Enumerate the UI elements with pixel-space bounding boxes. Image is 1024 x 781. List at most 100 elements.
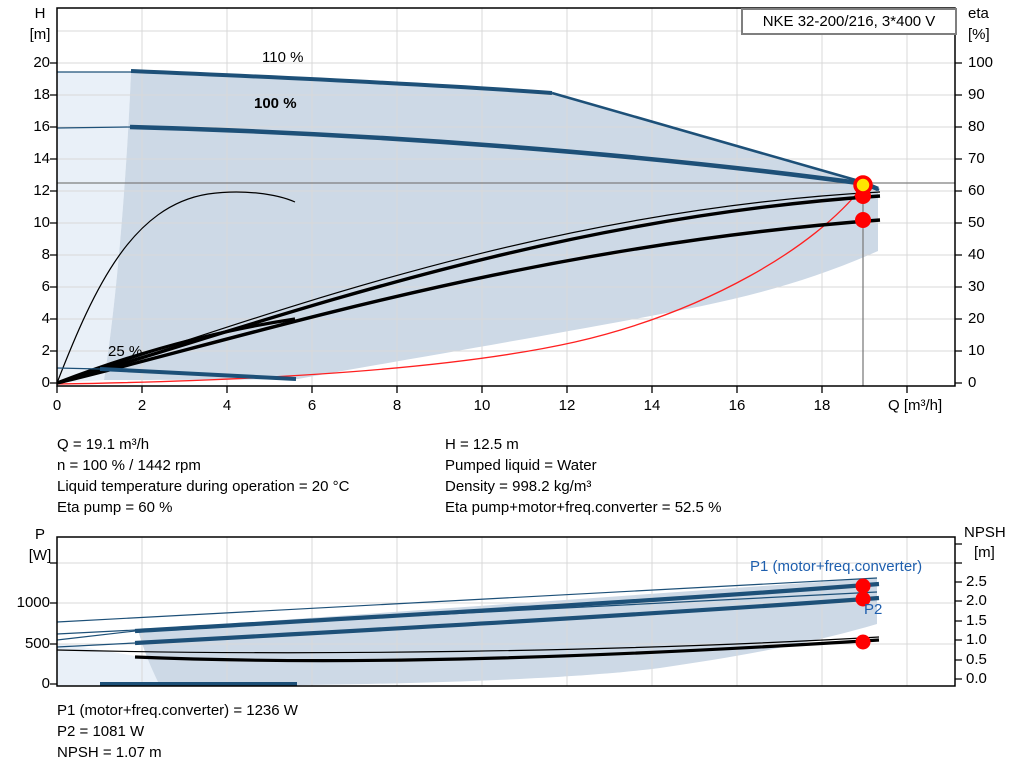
npsh-curve — [134, 638, 880, 663]
p1-curve-100 — [134, 581, 880, 634]
eta-axis-tick-label: 70 — [968, 150, 985, 167]
q-axis-tick-label: 0 — [52, 397, 62, 414]
npsh-axis-tick-label: 2.5 — [966, 573, 987, 590]
operating-range-light-fill — [57, 72, 131, 383]
speed-label-100: 100 % — [254, 95, 297, 112]
eta-axis-tick-label: 10 — [968, 342, 985, 359]
npsh-axis-tick-label: 2.0 — [966, 592, 987, 610]
info-p1: P1 (motor+freq.converter) = 1236 W — [57, 702, 298, 719]
system-curve — [56, 185, 864, 385]
p2-curve-100-min-flow — [56, 642, 136, 648]
q-axis-tick-label: 14 — [643, 397, 661, 414]
p1-curve-label: P1 (motor+freq.converter) — [750, 558, 923, 575]
power-envelope-fill — [138, 578, 877, 686]
info-pumped-liquid: Pumped liquid = Water — [445, 457, 597, 474]
h-axis-unit: [m] — [29, 26, 51, 43]
q-axis-tick-label: 4 — [222, 397, 232, 414]
npsh-axis-tick-label: 0.5 — [966, 650, 987, 668]
h-axis-tick-label: 12 — [33, 182, 50, 199]
h-axis-tick-label: 4 — [41, 310, 50, 327]
h-axis-tick-label: 2 — [41, 342, 50, 359]
q-axis-tick-label: 8 — [392, 397, 402, 414]
p-axis-unit: [W] — [28, 547, 52, 564]
eta-total-curve-25 — [56, 317, 296, 385]
eta-axis-title: eta — [968, 5, 989, 22]
npsh-curve-thin — [56, 636, 880, 654]
npsh-axis-tick-label: 1.0 — [966, 631, 987, 649]
eta-pump-curve-25 — [56, 191, 296, 384]
h-axis-tick-label: 18 — [33, 86, 50, 103]
h-axis-tick-label: 14 — [33, 150, 50, 167]
speed-label-25: 25 % — [108, 343, 143, 360]
h-axis-tick-label: 8 — [41, 246, 50, 263]
npsh-axis-tick-label: 0.0 — [966, 670, 987, 687]
eta-axis-tick-label: 30 — [968, 278, 985, 295]
duty-point-marker — [853, 175, 873, 195]
top-chart-plot-area — [50, 7, 962, 393]
bottom-axis-ticks — [50, 543, 962, 685]
eta-axis-tick-label: 60 — [968, 182, 985, 199]
eta-total-duty-marker — [855, 212, 871, 228]
bottom-chart-plot-area — [50, 536, 962, 687]
npsh-axis-tick-label: 1.5 — [966, 611, 987, 629]
bottom-chart-frame — [56, 536, 956, 687]
speed-label-110: 110 % — [262, 49, 304, 66]
p2-curve-100 — [134, 595, 880, 646]
q-axis-tick-label: 18 — [813, 397, 831, 414]
p1-curve-100-min-flow — [56, 630, 136, 641]
eta-axis-tick-label: 90 — [968, 86, 985, 103]
top-chart-frame — [56, 7, 956, 387]
p2-duty-marker — [855, 591, 871, 607]
eta-axis-unit: [%] — [968, 26, 990, 43]
operating-envelope-fill — [104, 71, 878, 380]
info-eta-pump: Eta pump = 60 % — [57, 499, 173, 516]
p-axis-title: P — [34, 526, 45, 543]
p1-duty-marker — [855, 578, 871, 594]
qh-curve-25 — [99, 367, 297, 381]
h-axis-title: H — [34, 5, 46, 22]
h-axis-tick-label: 10 — [33, 214, 50, 231]
qh-curve-25-min-flow — [56, 367, 101, 370]
q-axis-tick-label: 6 — [307, 397, 317, 414]
eta-axis-tick-label: 20 — [968, 310, 985, 327]
q-axis-title: Q [m³/h] — [888, 397, 943, 414]
eta-pump-curve — [56, 194, 881, 385]
info-liquid-temp: Liquid temperature during operation = 20… — [57, 478, 350, 495]
eta-axis-tick-label: 100 — [968, 54, 994, 71]
info-p2: P2 = 1081 W — [57, 723, 145, 740]
info-density: Density = 998.2 kg/m³ — [445, 478, 592, 495]
q-axis-tick-label: 10 — [473, 397, 491, 414]
p-axis-tick-label: 1000 — [16, 594, 50, 611]
top-axis-ticks — [50, 62, 962, 393]
eta-total-curve — [56, 218, 881, 385]
p1-curve-110 — [56, 577, 878, 623]
info-speed: n = 100 % / 1442 rpm — [57, 457, 201, 474]
h-axis-tick-label: 16 — [33, 118, 50, 135]
info-eta-total: Eta pump+motor+freq.converter = 52.5 % — [445, 499, 722, 516]
info-h: H = 12.5 m — [445, 436, 519, 453]
q-axis-tick-label: 16 — [728, 397, 746, 414]
q-axis-tick-label: 2 — [137, 397, 147, 414]
npsh-duty-marker — [855, 634, 871, 650]
info-q: Q = 19.1 m³/h — [57, 436, 150, 453]
pump-type-title-box: NKE 32-200/216, 3*400 V — [741, 8, 957, 35]
h-axis-tick-label: 20 — [33, 54, 50, 71]
q-axis-tick-label: 12 — [558, 397, 576, 414]
info-npsh: NPSH = 1.07 m — [57, 744, 162, 761]
npsh-axis-unit: [m] — [974, 544, 995, 561]
p-axis-tick-label: 0 — [41, 675, 50, 692]
qh-curve-100-min-flow — [56, 126, 131, 129]
npsh-axis-title: NPSH — [964, 524, 1006, 541]
eta-axis-tick-label: 50 — [968, 214, 985, 231]
qh-curve-100 — [129, 124, 879, 192]
p-axis-tick-label: 500 — [24, 634, 50, 652]
eta-axis-tick-label: 40 — [968, 246, 985, 263]
h-axis-tick-label: 6 — [41, 278, 50, 295]
p2-curve-label: P2 — [864, 601, 883, 618]
qh-curve-110 — [130, 69, 553, 95]
eta-axis-tick-label: 0 — [968, 374, 977, 391]
h-axis-tick-label: 0 — [41, 374, 50, 391]
eta-axis-tick-label: 80 — [968, 118, 985, 135]
